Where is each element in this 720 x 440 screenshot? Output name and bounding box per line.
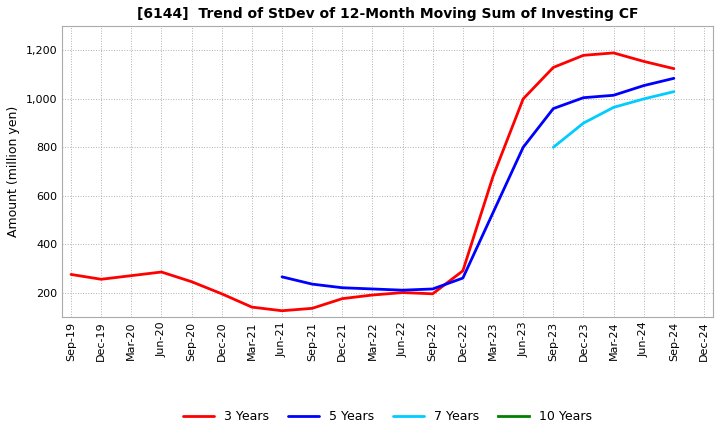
3 Years xyxy=(157,269,166,275)
3 Years xyxy=(338,296,346,301)
5 Years xyxy=(549,106,557,111)
3 Years xyxy=(248,304,256,310)
5 Years xyxy=(338,285,346,290)
3 Years xyxy=(579,53,588,58)
3 Years xyxy=(368,292,377,297)
7 Years xyxy=(579,121,588,126)
3 Years xyxy=(670,66,678,71)
3 Years xyxy=(97,277,106,282)
5 Years xyxy=(308,282,317,287)
3 Years xyxy=(459,268,467,273)
7 Years xyxy=(639,96,648,102)
5 Years xyxy=(398,287,407,293)
3 Years xyxy=(609,50,618,55)
5 Years xyxy=(278,274,287,279)
5 Years xyxy=(639,83,648,88)
7 Years xyxy=(549,145,557,150)
Title: [6144]  Trend of StDev of 12-Month Moving Sum of Investing CF: [6144] Trend of StDev of 12-Month Moving… xyxy=(137,7,638,21)
3 Years xyxy=(127,273,135,278)
5 Years xyxy=(489,210,498,215)
7 Years xyxy=(609,105,618,110)
3 Years xyxy=(398,290,407,295)
5 Years xyxy=(428,286,437,292)
3 Years xyxy=(187,279,196,284)
3 Years xyxy=(67,272,76,277)
3 Years xyxy=(549,65,557,70)
5 Years xyxy=(670,76,678,81)
5 Years xyxy=(459,275,467,281)
7 Years xyxy=(670,89,678,94)
Legend: 3 Years, 5 Years, 7 Years, 10 Years: 3 Years, 5 Years, 7 Years, 10 Years xyxy=(183,410,593,423)
3 Years xyxy=(278,308,287,313)
3 Years xyxy=(489,174,498,179)
5 Years xyxy=(368,286,377,292)
3 Years xyxy=(639,59,648,64)
3 Years xyxy=(519,96,528,102)
5 Years xyxy=(609,93,618,98)
3 Years xyxy=(428,291,437,297)
5 Years xyxy=(579,95,588,100)
3 Years xyxy=(217,291,226,297)
Line: 5 Years: 5 Years xyxy=(282,78,674,290)
5 Years xyxy=(519,145,528,150)
Line: 3 Years: 3 Years xyxy=(71,53,674,311)
Line: 7 Years: 7 Years xyxy=(553,92,674,147)
3 Years xyxy=(308,306,317,311)
Y-axis label: Amount (million yen): Amount (million yen) xyxy=(7,106,20,237)
